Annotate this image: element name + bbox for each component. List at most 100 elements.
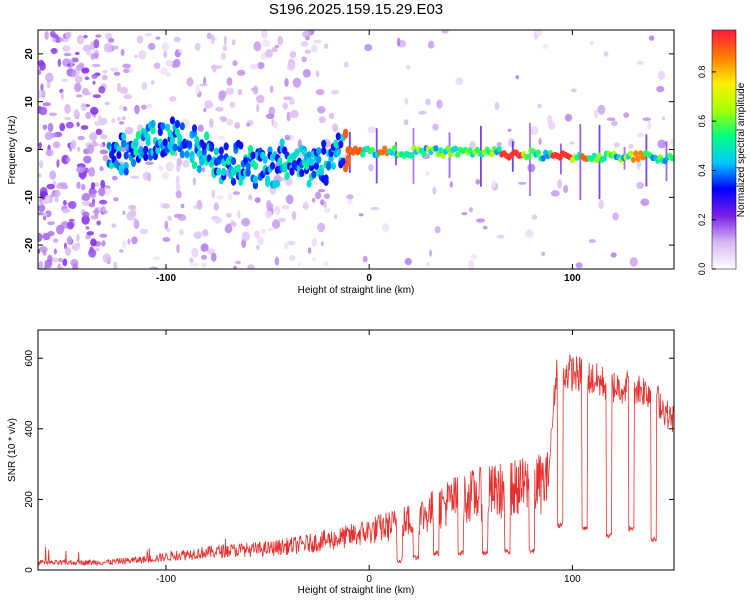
spectrogram-noise-cell bbox=[188, 76, 193, 87]
spectrogram-noise-cell bbox=[271, 46, 278, 53]
y-tick-label: 600 bbox=[24, 349, 35, 366]
spectrogram-noise-cell bbox=[323, 261, 329, 267]
spectrogram-ridge-cell bbox=[196, 165, 202, 174]
spectrogram-noise-cell bbox=[45, 149, 54, 157]
spectrogram-noise-cell bbox=[190, 262, 199, 267]
spectrogram-ridge-cell bbox=[633, 150, 639, 157]
y-tick-label: 0 bbox=[24, 146, 35, 152]
spectrogram-noise-cell bbox=[287, 63, 296, 71]
spectrogram-ridge-cell bbox=[308, 158, 315, 166]
snr-y-ticks: 0 200 400 600 bbox=[24, 349, 674, 573]
spectrogram-noise-cell bbox=[282, 102, 288, 110]
spectrogram-noise-cell bbox=[226, 212, 232, 218]
spectrogram-noise-cell bbox=[56, 224, 65, 235]
spectrogram-noise-cell bbox=[77, 146, 81, 152]
spectrogram-noise-cell bbox=[145, 161, 154, 165]
spectrogram-noise-cell bbox=[66, 235, 73, 245]
spectrogram-ridge-cell bbox=[191, 124, 198, 133]
spectrogram-noise-cell bbox=[192, 205, 199, 209]
spectrogram-x-ticks: -100 0 100 bbox=[156, 30, 581, 284]
spectrogram-noise-cell bbox=[494, 101, 500, 111]
spectrogram-ridge-cell bbox=[187, 140, 193, 149]
spectrogram-noise-cell bbox=[122, 210, 126, 216]
spectrogram-noise-cell bbox=[90, 182, 96, 190]
spectrogram-streak bbox=[529, 122, 531, 197]
spectrogram-ridge-cell bbox=[123, 151, 129, 160]
x-tick-label: 100 bbox=[564, 273, 581, 284]
spectrogram-noise-cell bbox=[75, 94, 83, 98]
spectrogram-noise-cell bbox=[367, 126, 377, 134]
spectrogram-noise-cell bbox=[223, 35, 227, 46]
spectrogram-noise-cell bbox=[169, 96, 177, 102]
spectrogram-ridge-cell bbox=[145, 138, 151, 147]
spectrogram-ridge-cell bbox=[143, 153, 149, 162]
spectrogram-noise-cell bbox=[134, 54, 138, 59]
spectrogram-noise-cell bbox=[320, 199, 325, 206]
spectrogram-noise-cell bbox=[232, 60, 238, 67]
spectrogram-noise-cell bbox=[63, 52, 72, 57]
spectrogram-ridge-cell bbox=[311, 170, 317, 179]
spectrogram-noise-cell bbox=[39, 106, 48, 116]
spectrogram-noise-cell bbox=[54, 197, 59, 203]
spectrogram-noise-cell bbox=[215, 106, 224, 112]
spectrogram-noise-cell bbox=[81, 67, 90, 74]
spectrogram-ridge-cell bbox=[328, 154, 334, 163]
spectrogram-ridge-cell bbox=[279, 138, 285, 147]
spectrogram-noise-cell bbox=[119, 249, 124, 253]
spectrogram-noise-cell bbox=[95, 128, 103, 135]
spectrogram-ridge-cell bbox=[165, 123, 171, 132]
y-tick-label: 400 bbox=[24, 420, 35, 437]
spectrogram-noise-cell bbox=[310, 44, 318, 53]
spectrogram-noise-cell bbox=[314, 182, 318, 186]
spectrogram-noise-cell bbox=[96, 220, 101, 226]
spectrogram-noise-cell bbox=[320, 241, 324, 247]
spectrogram-noise-cell bbox=[404, 97, 409, 105]
spectrogram-ridge-cell bbox=[179, 122, 185, 131]
spectrogram-streak bbox=[645, 134, 648, 187]
spectrogram-noise-cell bbox=[302, 201, 309, 210]
spectrogram-noise-cell bbox=[277, 217, 286, 223]
spectrogram-noise-cell bbox=[51, 38, 57, 42]
spectrogram-noise-cell bbox=[164, 220, 169, 231]
spectrogram-noise-cell bbox=[175, 190, 182, 199]
spectrogram-noise-cell bbox=[246, 122, 250, 127]
spectrogram-noise-cell bbox=[277, 35, 284, 46]
spectrogram-noise-cell bbox=[42, 212, 48, 217]
spectrogram-noise-cell bbox=[64, 104, 71, 114]
spectrogram-noise-cell bbox=[111, 118, 116, 124]
spectrogram-noise-cell bbox=[234, 122, 241, 129]
spectrogram-noise-cell bbox=[209, 118, 214, 128]
colorbar-tick-label: 0.4 bbox=[697, 164, 707, 177]
spectrogram-noise-cell bbox=[254, 230, 260, 239]
spectrogram-noise-cell bbox=[38, 142, 42, 150]
spectrogram-noise-cell bbox=[612, 212, 619, 221]
spectrogram-noise-cell bbox=[91, 73, 98, 79]
spectrogram-noise-cell bbox=[44, 259, 53, 269]
spectrogram-noise-cell bbox=[182, 160, 190, 168]
spectrogram-noise-cell bbox=[404, 258, 412, 266]
spectrogram-ridge-cell bbox=[143, 145, 149, 154]
spectrogram-noise-cell bbox=[44, 31, 49, 40]
spectrogram-noise-cell bbox=[449, 181, 453, 188]
spectrogram-ridge-cell bbox=[123, 167, 129, 176]
spectrogram-noise-cell bbox=[257, 236, 264, 246]
spectrogram-noise-cell bbox=[436, 99, 443, 109]
spectrogram-noise-cell bbox=[623, 112, 630, 118]
spectrogram-noise-cell bbox=[283, 96, 292, 101]
spectrogram-ridge-cell bbox=[306, 179, 312, 188]
spectrogram-ridge-cell bbox=[323, 174, 329, 183]
spectrogram-ridge-cell bbox=[155, 146, 161, 155]
spectrogram-noise-cell bbox=[192, 177, 197, 186]
spectrogram-ridge-cell bbox=[343, 128, 349, 137]
spectrogram-ridge-cell bbox=[191, 161, 198, 170]
spectrogram-noise-cell bbox=[425, 171, 430, 176]
spectrogram-noise-cell bbox=[64, 116, 72, 121]
spectrogram-noise-cell bbox=[94, 120, 103, 127]
spectrogram-ridge-cell bbox=[199, 158, 205, 167]
spectrogram-noise-cell bbox=[261, 30, 268, 39]
spectrogram-ridge-cell bbox=[189, 155, 195, 164]
spectrogram-ridge-cell bbox=[408, 152, 415, 159]
spectrogram-noise-cell bbox=[53, 36, 62, 43]
spectrogram-noise-cell bbox=[305, 35, 310, 41]
spectrogram-noise-cell bbox=[636, 182, 644, 189]
